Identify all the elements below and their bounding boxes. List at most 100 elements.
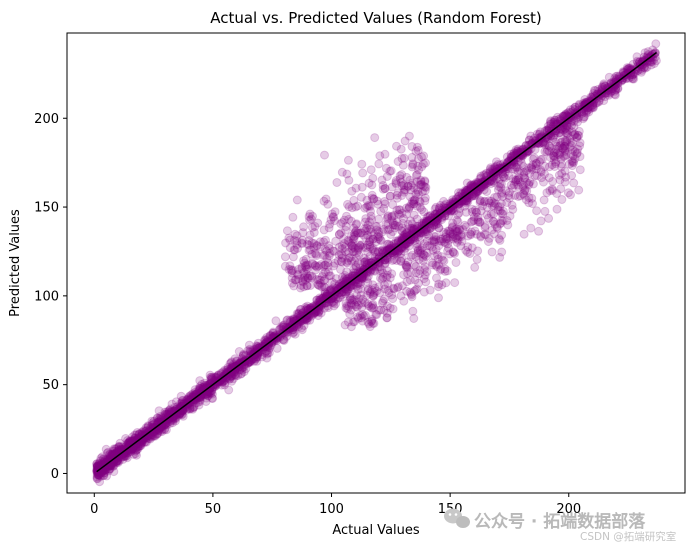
- data-point: [303, 273, 313, 283]
- data-point: [437, 215, 447, 225]
- data-point: [171, 416, 180, 426]
- data-point: [552, 204, 562, 214]
- data-point: [238, 363, 248, 373]
- data-point: [574, 100, 584, 110]
- data-point: [362, 260, 372, 269]
- data-point: [239, 351, 248, 361]
- data-point: [575, 165, 585, 175]
- data-point: [164, 405, 174, 415]
- data-point: [519, 229, 529, 239]
- data-point: [220, 365, 230, 375]
- data-point: [460, 193, 470, 202]
- data-point: [292, 195, 302, 205]
- data-point: [638, 60, 648, 70]
- data-point: [327, 277, 337, 287]
- data-point: [263, 348, 272, 358]
- data-point: [119, 448, 129, 458]
- data-point: [513, 157, 523, 167]
- data-point: [407, 219, 417, 229]
- data-point: [594, 96, 604, 106]
- data-point: [367, 262, 377, 272]
- data-point: [149, 423, 159, 433]
- data-point: [286, 323, 296, 333]
- data-point: [132, 428, 142, 437]
- wechat-icon: [444, 508, 470, 528]
- data-point: [475, 174, 485, 184]
- data-point: [200, 378, 210, 388]
- data-point: [504, 156, 514, 166]
- data-point: [485, 164, 495, 174]
- data-point: [234, 347, 244, 356]
- data-point: [357, 182, 367, 192]
- data-point: [610, 80, 620, 90]
- data-point: [343, 155, 353, 165]
- data-point: [611, 85, 621, 95]
- data-point: [465, 229, 475, 239]
- data-point: [448, 247, 458, 257]
- data-point: [315, 237, 325, 247]
- data-point: [154, 426, 164, 436]
- data-point: [454, 188, 463, 198]
- data-point: [326, 285, 336, 295]
- data-point: [455, 204, 465, 214]
- data-point: [646, 57, 656, 67]
- data-point: [255, 343, 265, 353]
- data-point: [363, 265, 373, 275]
- data-point: [265, 331, 275, 341]
- data-point: [353, 259, 363, 268]
- watermark: 公众号 · 拓端数据部落 CSDN @拓端研究室: [444, 508, 676, 543]
- data-point: [278, 325, 288, 335]
- data-point: [426, 223, 436, 233]
- data-point: [405, 192, 415, 202]
- data-point: [380, 258, 390, 268]
- data-point: [624, 63, 634, 73]
- data-point: [317, 300, 326, 310]
- data-point: [252, 352, 262, 362]
- data-point: [153, 429, 162, 439]
- data-point: [143, 421, 153, 431]
- data-point: [229, 362, 239, 372]
- data-point: [640, 48, 650, 58]
- data-point: [206, 372, 216, 382]
- data-point: [561, 109, 571, 119]
- data-point: [226, 368, 236, 378]
- data-point: [294, 313, 304, 323]
- data-point: [395, 238, 405, 248]
- data-point: [495, 252, 505, 262]
- data-point: [462, 191, 472, 201]
- data-point: [406, 223, 416, 233]
- data-point: [470, 190, 480, 200]
- data-point: [588, 102, 598, 112]
- data-point: [526, 140, 536, 149]
- data-point: [583, 105, 593, 115]
- data-point: [205, 380, 215, 390]
- data-point: [379, 305, 389, 315]
- data-point: [359, 257, 369, 267]
- data-point: [94, 459, 104, 469]
- data-point: [489, 229, 499, 239]
- data-point: [99, 463, 109, 473]
- data-point: [92, 461, 102, 470]
- data-point: [368, 280, 378, 290]
- data-point: [98, 454, 108, 464]
- data-point: [494, 174, 504, 184]
- data-point: [487, 247, 497, 257]
- data-point: [562, 121, 572, 131]
- data-point: [354, 272, 364, 282]
- data-point: [380, 197, 389, 206]
- data-point: [516, 148, 526, 157]
- data-point: [97, 464, 107, 474]
- data-point: [264, 348, 274, 358]
- data-point: [181, 405, 191, 415]
- data-point: [95, 477, 105, 487]
- data-point: [407, 232, 417, 242]
- data-point: [524, 135, 534, 145]
- data-point: [102, 471, 112, 481]
- data-point: [395, 205, 405, 215]
- data-point: [205, 383, 215, 393]
- data-point: [524, 193, 534, 203]
- data-point: [338, 287, 348, 297]
- data-point: [111, 458, 121, 468]
- data-point: [148, 422, 158, 432]
- data-point: [619, 70, 629, 80]
